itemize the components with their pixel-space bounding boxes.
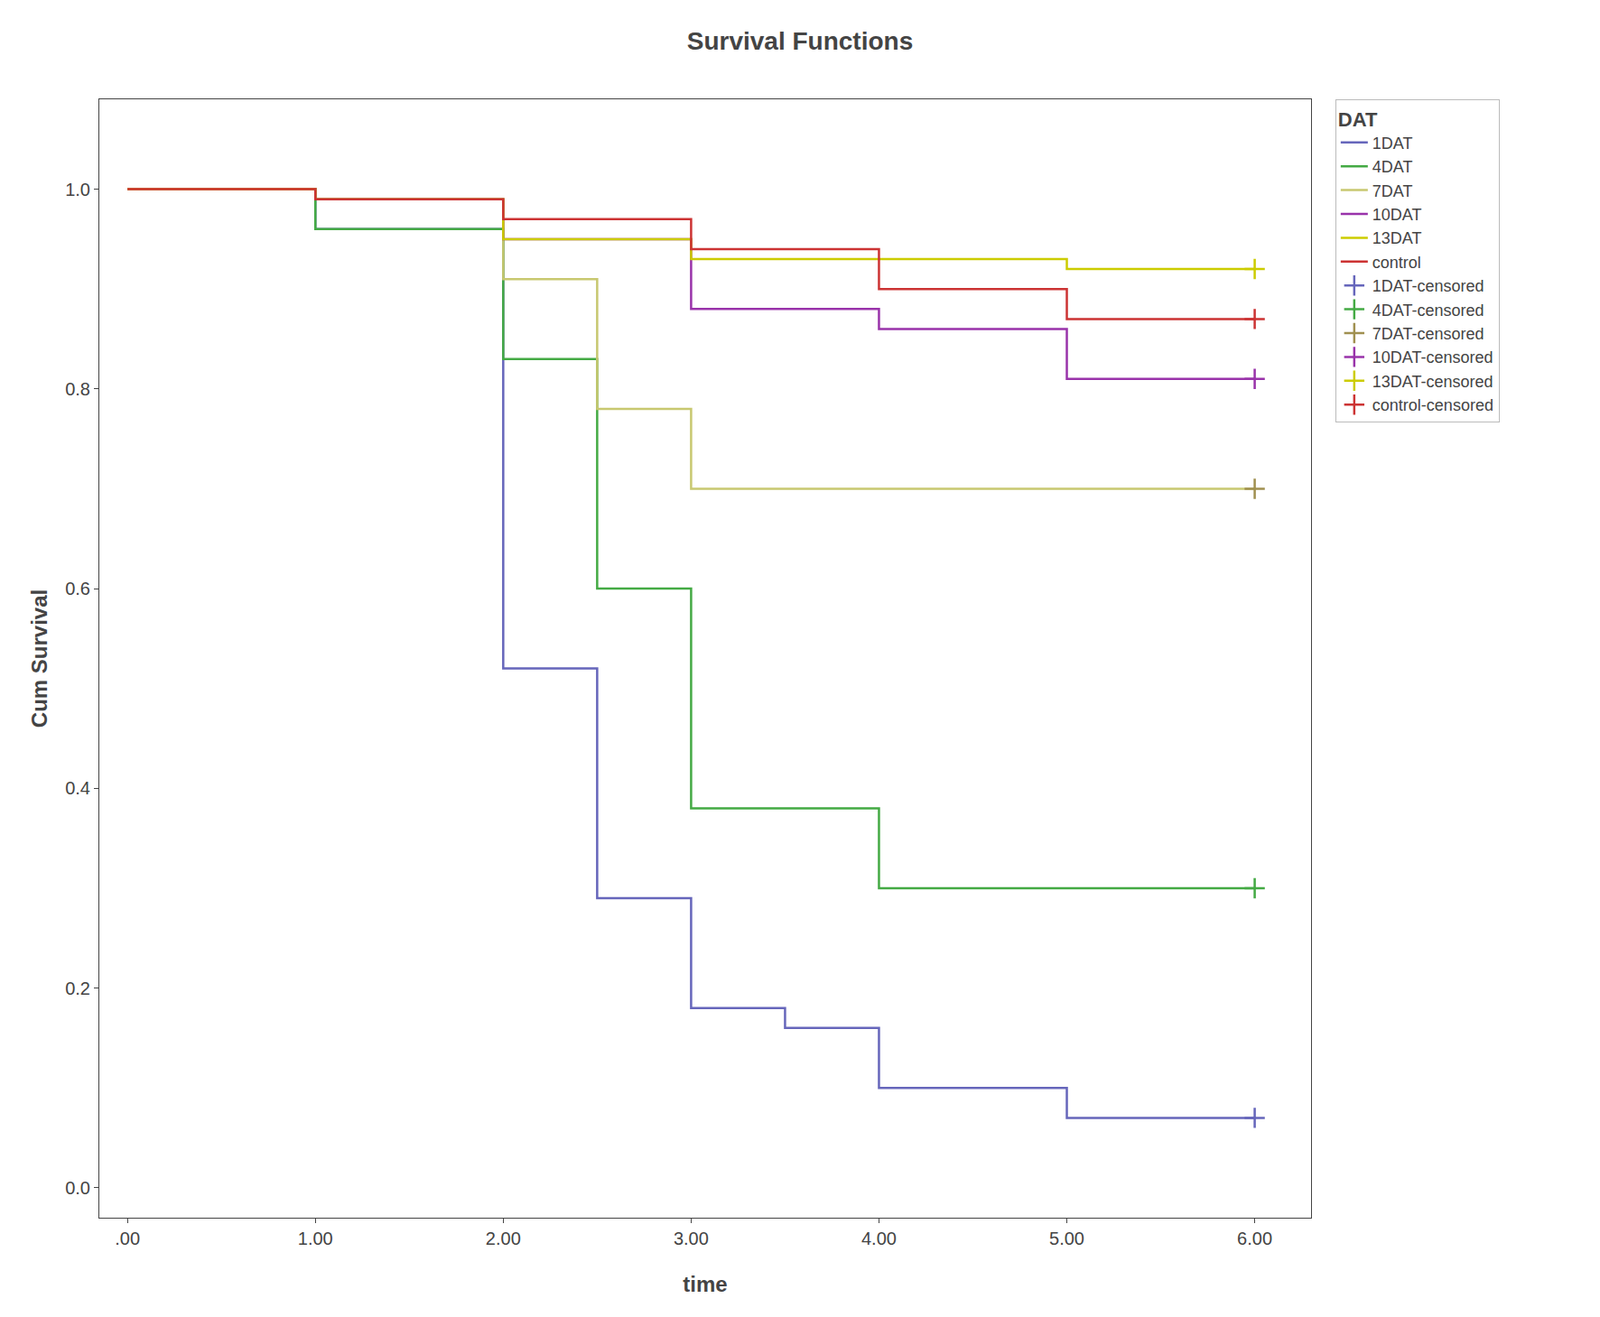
svg-text:control-censored: control-censored — [1372, 396, 1494, 415]
svg-text:7DAT: 7DAT — [1372, 182, 1414, 201]
svg-text:13DAT: 13DAT — [1372, 229, 1423, 248]
svg-text:7DAT-censored: 7DAT-censored — [1372, 325, 1485, 344]
svg-text:1DAT-censored: 1DAT-censored — [1372, 277, 1485, 296]
svg-text:1.00: 1.00 — [297, 1228, 334, 1249]
svg-text:.00: .00 — [114, 1228, 140, 1249]
svg-text:4DAT: 4DAT — [1372, 158, 1414, 177]
svg-text:control: control — [1372, 253, 1422, 272]
svg-text:0.4: 0.4 — [65, 778, 91, 799]
svg-text:0.0: 0.0 — [65, 1178, 91, 1199]
svg-text:time: time — [682, 1272, 727, 1297]
svg-text:1DAT: 1DAT — [1372, 134, 1414, 153]
svg-text:0.2: 0.2 — [65, 978, 91, 999]
svg-text:4DAT-censored: 4DAT-censored — [1372, 301, 1485, 320]
svg-text:5.00: 5.00 — [1049, 1228, 1085, 1249]
svg-text:1.0: 1.0 — [65, 179, 91, 200]
svg-text:13DAT-censored: 13DAT-censored — [1372, 372, 1494, 391]
svg-text:6.00: 6.00 — [1237, 1228, 1273, 1249]
svg-text:Cum Survival: Cum Survival — [27, 589, 52, 728]
svg-text:0.8: 0.8 — [65, 379, 91, 400]
svg-text:Survival Functions: Survival Functions — [687, 27, 914, 56]
svg-text:2.00: 2.00 — [485, 1228, 521, 1249]
svg-text:3.00: 3.00 — [673, 1228, 709, 1249]
svg-text:10DAT-censored: 10DAT-censored — [1372, 348, 1494, 367]
svg-text:DAT: DAT — [1338, 108, 1378, 131]
svg-text:10DAT: 10DAT — [1372, 205, 1423, 224]
svg-text:4.00: 4.00 — [861, 1228, 897, 1249]
svg-text:0.6: 0.6 — [65, 578, 91, 599]
